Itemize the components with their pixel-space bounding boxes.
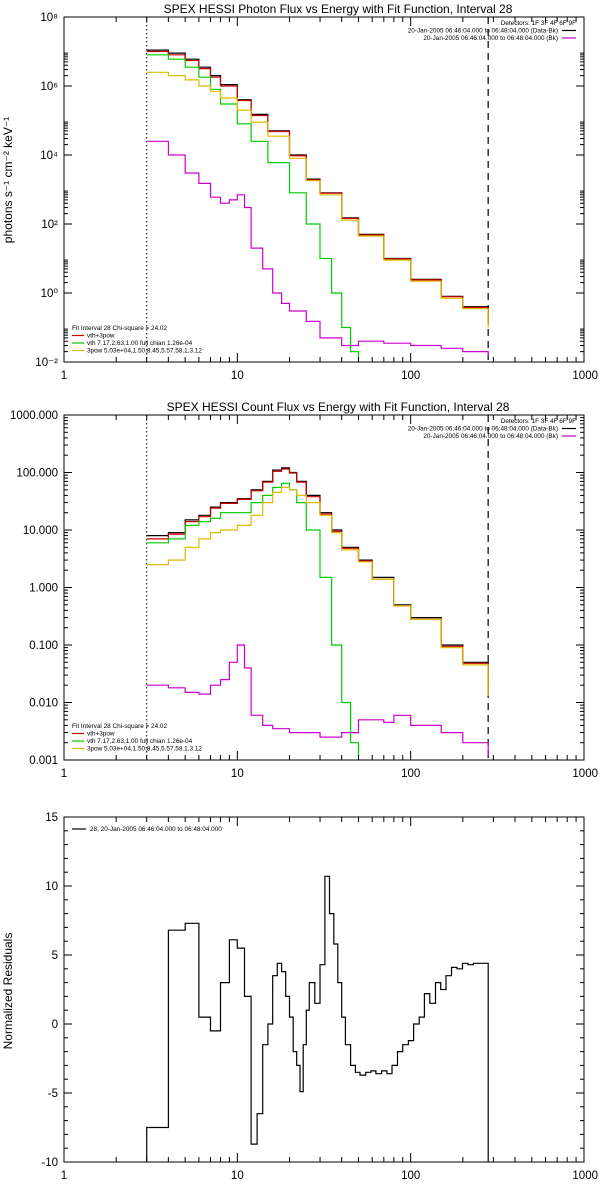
series-line-0 [146,467,489,693]
fit-annotation: Fit Interval 28 Chi-square = 24.02 [72,723,167,730]
fit-annotation: vth+3pow [87,731,115,738]
x-tick-label: 10 [231,370,244,382]
y-tick-label: 0.100 [29,640,58,652]
series-line-1 [146,50,489,325]
x-tick-label: 100 [401,370,420,382]
header-annotation: 20-Jan-2005 06:46:04.000 to 06:48:04.000… [423,433,558,440]
y-tick-label: 15 [45,812,58,824]
y-tick-label: 0 [52,1019,58,1031]
residuals-panel: Normalized Residuals -10 -5 0 5 10 15 1 10 100 1… [1,812,598,1182]
plot-frame [63,16,585,363]
series-line-4 [146,140,489,356]
x-tick-label: 100 [401,768,420,780]
y-tick-label: 10⁻² [35,357,58,369]
x-tick-label: 1 [61,768,67,780]
header-annotation: 20-Jan-2005 06:46:04.000 to 06:48:04.000… [423,35,558,42]
legend-entry: 28, 20-Jan-2005 06:46:04.000 to 06:48:04… [90,826,222,833]
fit-annotation: vth+3pow [87,333,115,340]
header-annotation: Detectors: 1F 3F 4F 6F 9F [501,20,576,27]
header-annotation: 20-Jan-2005 06:46:04.000 to 06:48:04.000… [408,426,558,433]
y-tick-label: 5 [52,950,58,962]
chart-title: SPEX HESSI Photon Flux vs Energy with Fi… [164,2,513,16]
x-tick-label: 10 [231,1170,244,1182]
x-tick-label: 1000 [572,370,598,382]
y-tick-label: -5 [48,1088,58,1100]
y-axis-label: photons s⁻¹ cm⁻² keV⁻¹ [1,117,15,243]
series-line-4 [146,644,489,756]
y-tick-label: 10⁴ [40,150,58,162]
fit-annotation: Fit Interval 28 Chi-square = 24.02 [72,325,167,332]
y-tick-label: 10⁶ [40,81,58,93]
y-tick-label: 1000.000 [10,410,58,422]
series-line-3 [146,71,489,328]
series-line-3 [146,486,489,696]
fit-annotation: 3pow 5.03e+04,1.50,8.45,5.57,58.1,3.12 [87,746,202,753]
y-tick-label: 10² [41,219,58,231]
series-line-0 [146,875,489,1162]
x-tick-label: 100 [401,1170,420,1182]
x-tick-label: 10 [231,768,244,780]
fit-annotation: 3pow 5.03e+04,1.50,8.45,5.57,58.1,3.12 [87,348,202,355]
header-annotation: 20-Jan-2005 06:46:04.000 to 06:48:04.000… [408,28,558,35]
y-tick-label: 10 [45,881,58,893]
plot-frame [63,414,585,761]
x-tick-label: 1000 [572,768,598,780]
series-line-0 [146,49,489,324]
series-line-2 [146,54,360,362]
header-annotation: Detectors: 1F 3F 4F 6F 9F [501,418,576,425]
fit-annotation: vth 7.17,2.63,1.00 full chian 1.26e-04 [87,340,193,347]
count-flux-panel: SPEX HESSI Count Flux vs Energy with Fit… [10,400,598,780]
y-tick-label: -10 [41,1157,58,1169]
x-tick-label: 1 [61,1170,67,1182]
chart-title: SPEX HESSI Count Flux vs Energy with Fit… [167,400,510,414]
plot-frame [63,816,585,1163]
x-tick-label: 1 [61,370,67,382]
y-tick-label: 10⁸ [40,12,58,24]
fit-annotation: vth 7.17,2.63,1.00 full chian 1.26e-04 [87,738,193,745]
y-tick-label: 0.001 [29,755,58,767]
y-tick-label: 1.000 [29,583,58,595]
y-tick-label: 10.000 [23,525,58,537]
y-tick-label: 10⁰ [41,288,59,300]
series-line-2 [146,482,360,760]
y-tick-label: 0.010 [29,698,58,710]
photon-flux-panel: SPEX HESSI Photon Flux vs Energy with Fi… [1,2,598,382]
x-tick-label: 1000 [572,1170,598,1182]
y-axis-label: Normalized Residuals [1,933,15,1050]
y-tick-label: 100.000 [16,468,58,480]
